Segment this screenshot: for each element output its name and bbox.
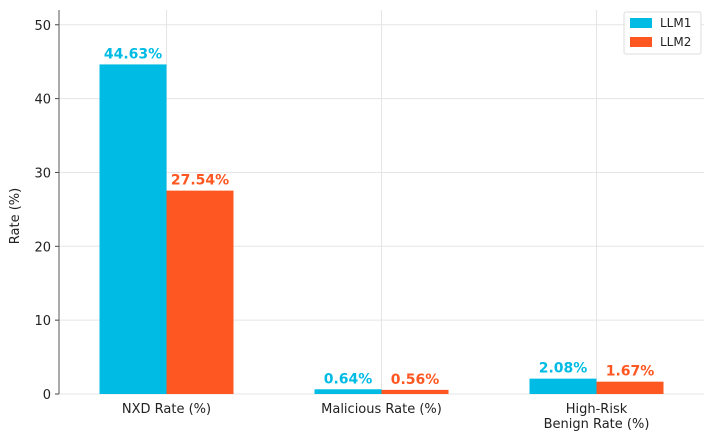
bar-llm2 — [166, 190, 234, 394]
legend: LLM1 LLM2 — [623, 11, 702, 55]
data-labels: 44.63% 0.64% 2.08% 27.54% 0.56% 1.67% — [104, 46, 654, 387]
y-tick-label: 20 — [34, 240, 51, 255]
x-tick-label: NXD Rate (%) — [122, 402, 211, 417]
bar-llm1 — [99, 64, 167, 394]
bar-llm1 — [529, 378, 597, 394]
bar-llm2 — [381, 389, 449, 394]
bar-llm2 — [596, 381, 664, 394]
x-tick-label: Malicious Rate (%) — [321, 402, 442, 417]
y-tick-label: 50 — [34, 19, 51, 34]
data-label-llm1: 44.63% — [104, 46, 162, 62]
y-tick-label: 30 — [34, 166, 51, 181]
bar-llm1 — [314, 389, 382, 394]
data-label-llm2: 1.67% — [606, 364, 655, 380]
y-tick-label: 40 — [34, 93, 51, 108]
axes: 0 10 20 30 40 50 NXD Rate (%) Malicious Rate (%… — [34, 10, 649, 432]
data-label-llm2: 27.54% — [171, 173, 229, 189]
y-tick-label: 10 — [34, 314, 51, 329]
legend-label-llm1: LLM1 — [660, 16, 691, 30]
legend-label-llm2: LLM2 — [660, 35, 691, 49]
y-tick-label: 0 — [43, 388, 51, 403]
data-label-llm1: 2.08% — [539, 361, 588, 377]
legend-swatch-llm1 — [630, 18, 652, 28]
x-tick-label: High-Risk Benign Rate (%) — [544, 402, 650, 432]
data-label-llm1: 0.64% — [324, 371, 373, 387]
data-label-llm2: 0.56% — [391, 372, 440, 388]
bars — [99, 64, 664, 394]
y-axis-title: Rate (%) — [8, 188, 23, 244]
legend-swatch-llm2 — [630, 37, 652, 47]
